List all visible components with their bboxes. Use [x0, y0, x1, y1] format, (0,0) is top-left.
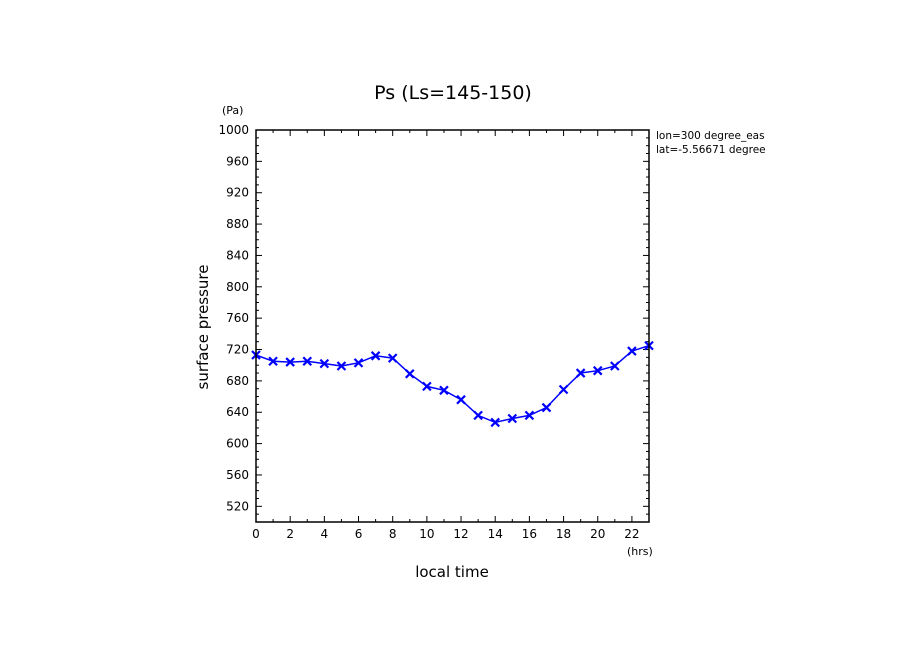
- y-tick-label: 960: [226, 154, 249, 168]
- annotation-longitude: lon=300 degree_eas: [656, 130, 765, 142]
- y-axis-label: surface pressure: [194, 265, 212, 390]
- y-tick-label: 800: [226, 280, 249, 294]
- x-tick-label: 12: [453, 527, 468, 541]
- x-axis-label: local time: [415, 563, 489, 581]
- x-tick-label: 2: [286, 527, 294, 541]
- x-tick-label: 22: [624, 527, 639, 541]
- y-axis-ticks: 520 560 600 640 680 720 760 800 840 880 920 960 1000: [218, 123, 649, 523]
- data-point-marker: [268, 356, 278, 367]
- y-tick-label: 520: [226, 499, 249, 513]
- data-point-marker: [353, 358, 364, 368]
- data-point-marker: [575, 368, 586, 378]
- data-point-marker: [336, 361, 347, 371]
- data-point-marker: [370, 351, 381, 361]
- data-point-marker: [627, 346, 637, 356]
- y-tick-label: 680: [226, 374, 249, 388]
- y-tick-label: 760: [226, 311, 249, 325]
- data-point-marker: [490, 417, 500, 428]
- x-tick-label: 6: [355, 527, 363, 541]
- data-point-marker: [302, 356, 313, 367]
- data-point-marker: [387, 353, 398, 363]
- data-point-marker: [422, 381, 432, 392]
- plot-frame: [255, 129, 650, 523]
- x-tick-label: 14: [488, 527, 503, 541]
- data-point-marker: [541, 402, 552, 413]
- x-tick-label: 20: [590, 527, 605, 541]
- x-tick-label: 16: [522, 527, 537, 541]
- y-tick-label: 720: [226, 343, 249, 357]
- data-point-marker: [558, 384, 569, 395]
- series-line: [255, 344, 650, 424]
- series-group: [251, 340, 654, 428]
- data-point-marker: [507, 413, 518, 424]
- y-tick-label: 880: [226, 217, 249, 231]
- data-point-marker: [473, 410, 483, 421]
- y-tick-label: 560: [226, 468, 249, 482]
- data-point-marker: [524, 410, 535, 421]
- chart-title: Ps (Ls=145-150): [374, 82, 532, 104]
- x-tick-label: 4: [321, 527, 329, 541]
- data-point-marker: [285, 357, 295, 367]
- x-axis-unit: (hrs): [627, 545, 653, 558]
- x-tick-label: 10: [419, 527, 434, 541]
- x-tick-label: 0: [252, 527, 260, 541]
- y-tick-label: 840: [226, 248, 249, 262]
- y-tick-label: 1000: [218, 123, 249, 137]
- data-point-marker: [592, 365, 603, 376]
- x-tick-label: 8: [389, 527, 397, 541]
- y-tick-label: 640: [226, 405, 249, 419]
- y-tick-label: 920: [226, 186, 249, 200]
- data-point-marker: [456, 394, 466, 405]
- data-point-marker: [319, 358, 330, 369]
- annotation-latitude: lat=-5.56671 degree: [656, 144, 766, 156]
- y-tick-label: 600: [226, 437, 249, 451]
- data-point-marker: [405, 369, 415, 379]
- data-point-marker: [610, 361, 620, 371]
- x-tick-label: 18: [556, 527, 571, 541]
- y-axis-unit: (Pa): [222, 104, 243, 117]
- data-point-marker: [439, 385, 449, 396]
